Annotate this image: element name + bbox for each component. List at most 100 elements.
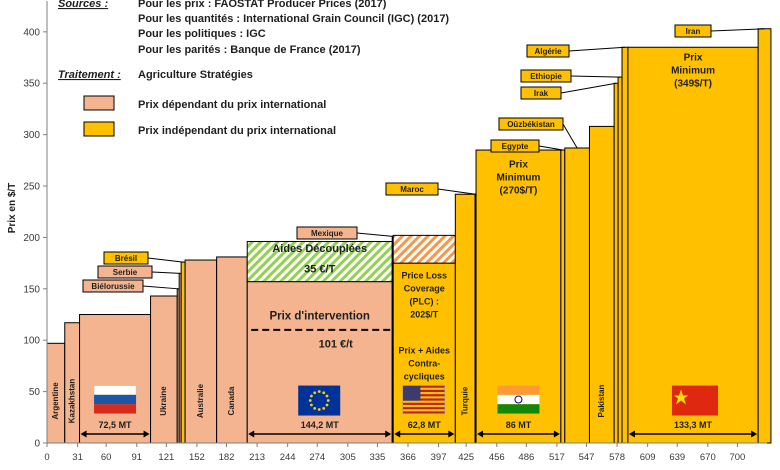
eu-aides-label: Aides Découplées: [272, 243, 367, 255]
india-min-price-line-0: Prix: [509, 160, 528, 171]
callout-box-iran: [674, 24, 712, 38]
x-tick-label-486: 486: [518, 452, 534, 463]
flag-usa-stripe: [402, 394, 445, 397]
flag-india-green: [497, 404, 540, 414]
india-min-price-line-1: Minimum: [497, 173, 541, 184]
flag-eu-star: [313, 406, 317, 410]
eu-aides-value: 35 €/T: [304, 263, 335, 275]
flag-eu-star: [317, 408, 321, 411]
usa-aides-line-2: cycliques: [404, 372, 445, 382]
callout-box-egypte: [490, 139, 540, 153]
y-tick-label-350: 350: [23, 79, 40, 90]
flag-eu-star: [313, 391, 317, 395]
callout-box-irak: [520, 86, 562, 100]
china-min-price-line-0: Prix: [684, 53, 703, 64]
quantity-arrow-head-right: [553, 430, 560, 438]
source-line-policies: Pour les politiques : IGC: [138, 28, 266, 40]
quantity-62-8-mt: 62,8 MT: [394, 420, 455, 438]
flag-eu-star: [326, 399, 330, 402]
callout-box-maroc: [385, 182, 439, 196]
usa-plc-line-3: 202$/T: [410, 310, 439, 320]
flag-russie: [93, 385, 137, 414]
x-tick-label-366: 366: [400, 452, 416, 463]
callout-box-ethiopie: [520, 69, 572, 83]
x-tick-label-274: 274: [309, 452, 325, 463]
legend-peach-swatch: [83, 95, 115, 111]
flag-usa-stripe: [402, 407, 445, 410]
callout-leader-bielorussie: [142, 285, 179, 290]
quantity-arrow-head-right: [751, 430, 758, 438]
source-line-quantities: Pour les quantités : International Grain…: [138, 13, 449, 25]
quantity-arrow-head-left: [477, 430, 484, 438]
callout-label-mexique: Mexique: [311, 229, 344, 238]
callout-label-iran: Iran: [686, 27, 701, 36]
callout-label-algerie: Algérie: [534, 47, 562, 56]
x-tick-label-244: 244: [280, 452, 296, 463]
callout-leader-maroc: [437, 188, 476, 195]
x-tick-label-425: 425: [458, 452, 474, 463]
y-tick-label-400: 400: [23, 27, 40, 38]
x-tick-label-182: 182: [219, 452, 235, 463]
traitement-heading: Traitement :: [58, 69, 121, 81]
x-tick-label-213: 213: [249, 452, 265, 463]
quantity-72-5-mt: 72,5 MT: [80, 420, 150, 438]
x-tick-label-121: 121: [158, 452, 174, 463]
quantity-86-mt: 86 MT: [477, 420, 560, 438]
x-tick-label-578: 578: [609, 452, 625, 463]
flag-usa-stripe: [402, 411, 445, 414]
flag-eu-star: [310, 394, 313, 398]
legend-gold-label: Prix indépendant du prix international: [138, 125, 336, 137]
x-tick-label-60: 60: [101, 452, 112, 463]
flag-russia-red: [94, 404, 137, 414]
callout-leader-mexique: [356, 232, 393, 237]
callout-label-egypte: Egypte: [502, 142, 529, 151]
legend-gold-swatch: [83, 121, 115, 137]
quantity-arrow-head-left: [628, 430, 635, 438]
flag-chine: [672, 385, 719, 416]
callout-box-serbie: [97, 265, 153, 279]
usa-plc-line-0: Price Loss: [401, 271, 447, 281]
country-label-kazakhstan: Kazakhstan: [67, 379, 76, 424]
flag-usa-stripe: [402, 385, 445, 388]
quantity-arrow-head-right: [143, 430, 150, 438]
quantity-arrow-head-left: [248, 430, 255, 438]
bar-canada: [216, 256, 248, 444]
callout-label-maroc: Maroc: [400, 185, 424, 194]
x-tick-label-0: 0: [44, 452, 49, 463]
quantity-133-3-mt: 133,3 MT: [628, 420, 758, 438]
callout-box-mexique: [296, 226, 358, 240]
flag-inde: [497, 385, 540, 414]
china-min-price-line-2: (349$/T): [674, 79, 712, 90]
y-tick-label-250: 250: [23, 182, 40, 193]
x-tick-label-397: 397: [431, 452, 447, 463]
sources-heading: Sources :: [58, 0, 108, 10]
bar-iran: [757, 28, 772, 444]
callout-label-ethiopie: Ethiopie: [530, 72, 562, 81]
quantity-label: 62,8 MT: [408, 420, 442, 430]
traitement-value: Agriculture Stratégies: [138, 69, 253, 81]
usa-aides-line-1: Contra-: [408, 359, 440, 369]
x-tick-label-335: 335: [369, 452, 385, 463]
bar-ouzbekistan: [564, 147, 590, 444]
callout-leader-irak: [560, 82, 617, 94]
x-tick-label-547: 547: [579, 452, 595, 463]
flag-india-chakra: [514, 395, 523, 404]
x-tick-label-700: 700: [729, 452, 745, 463]
flag-russia-white: [93, 385, 137, 396]
callout-leader-egypte: [538, 145, 563, 151]
callout-box-ouzbekistan: [498, 117, 564, 131]
callout-box-bielorussie: [82, 279, 144, 293]
bar-egypte: [560, 149, 566, 444]
bar-top-ue: [246, 241, 393, 283]
callout-label-ouzbekistan: Oûzbékistan: [507, 120, 555, 129]
quantity-label: 144,2 MT: [301, 420, 340, 430]
quantity-arrow-head-left: [394, 430, 401, 438]
x-tick-label-639: 639: [669, 452, 685, 463]
flag-usa-canton: [402, 385, 421, 401]
quantity-label: 133,3 MT: [674, 420, 713, 430]
country-label-ukraine: Ukraine: [159, 386, 168, 416]
bar-top-usa: [392, 234, 456, 264]
country-label-pakistan: Pakistan: [597, 384, 606, 417]
y-tick-label-200: 200: [23, 233, 40, 244]
flag-ue: [298, 385, 341, 416]
